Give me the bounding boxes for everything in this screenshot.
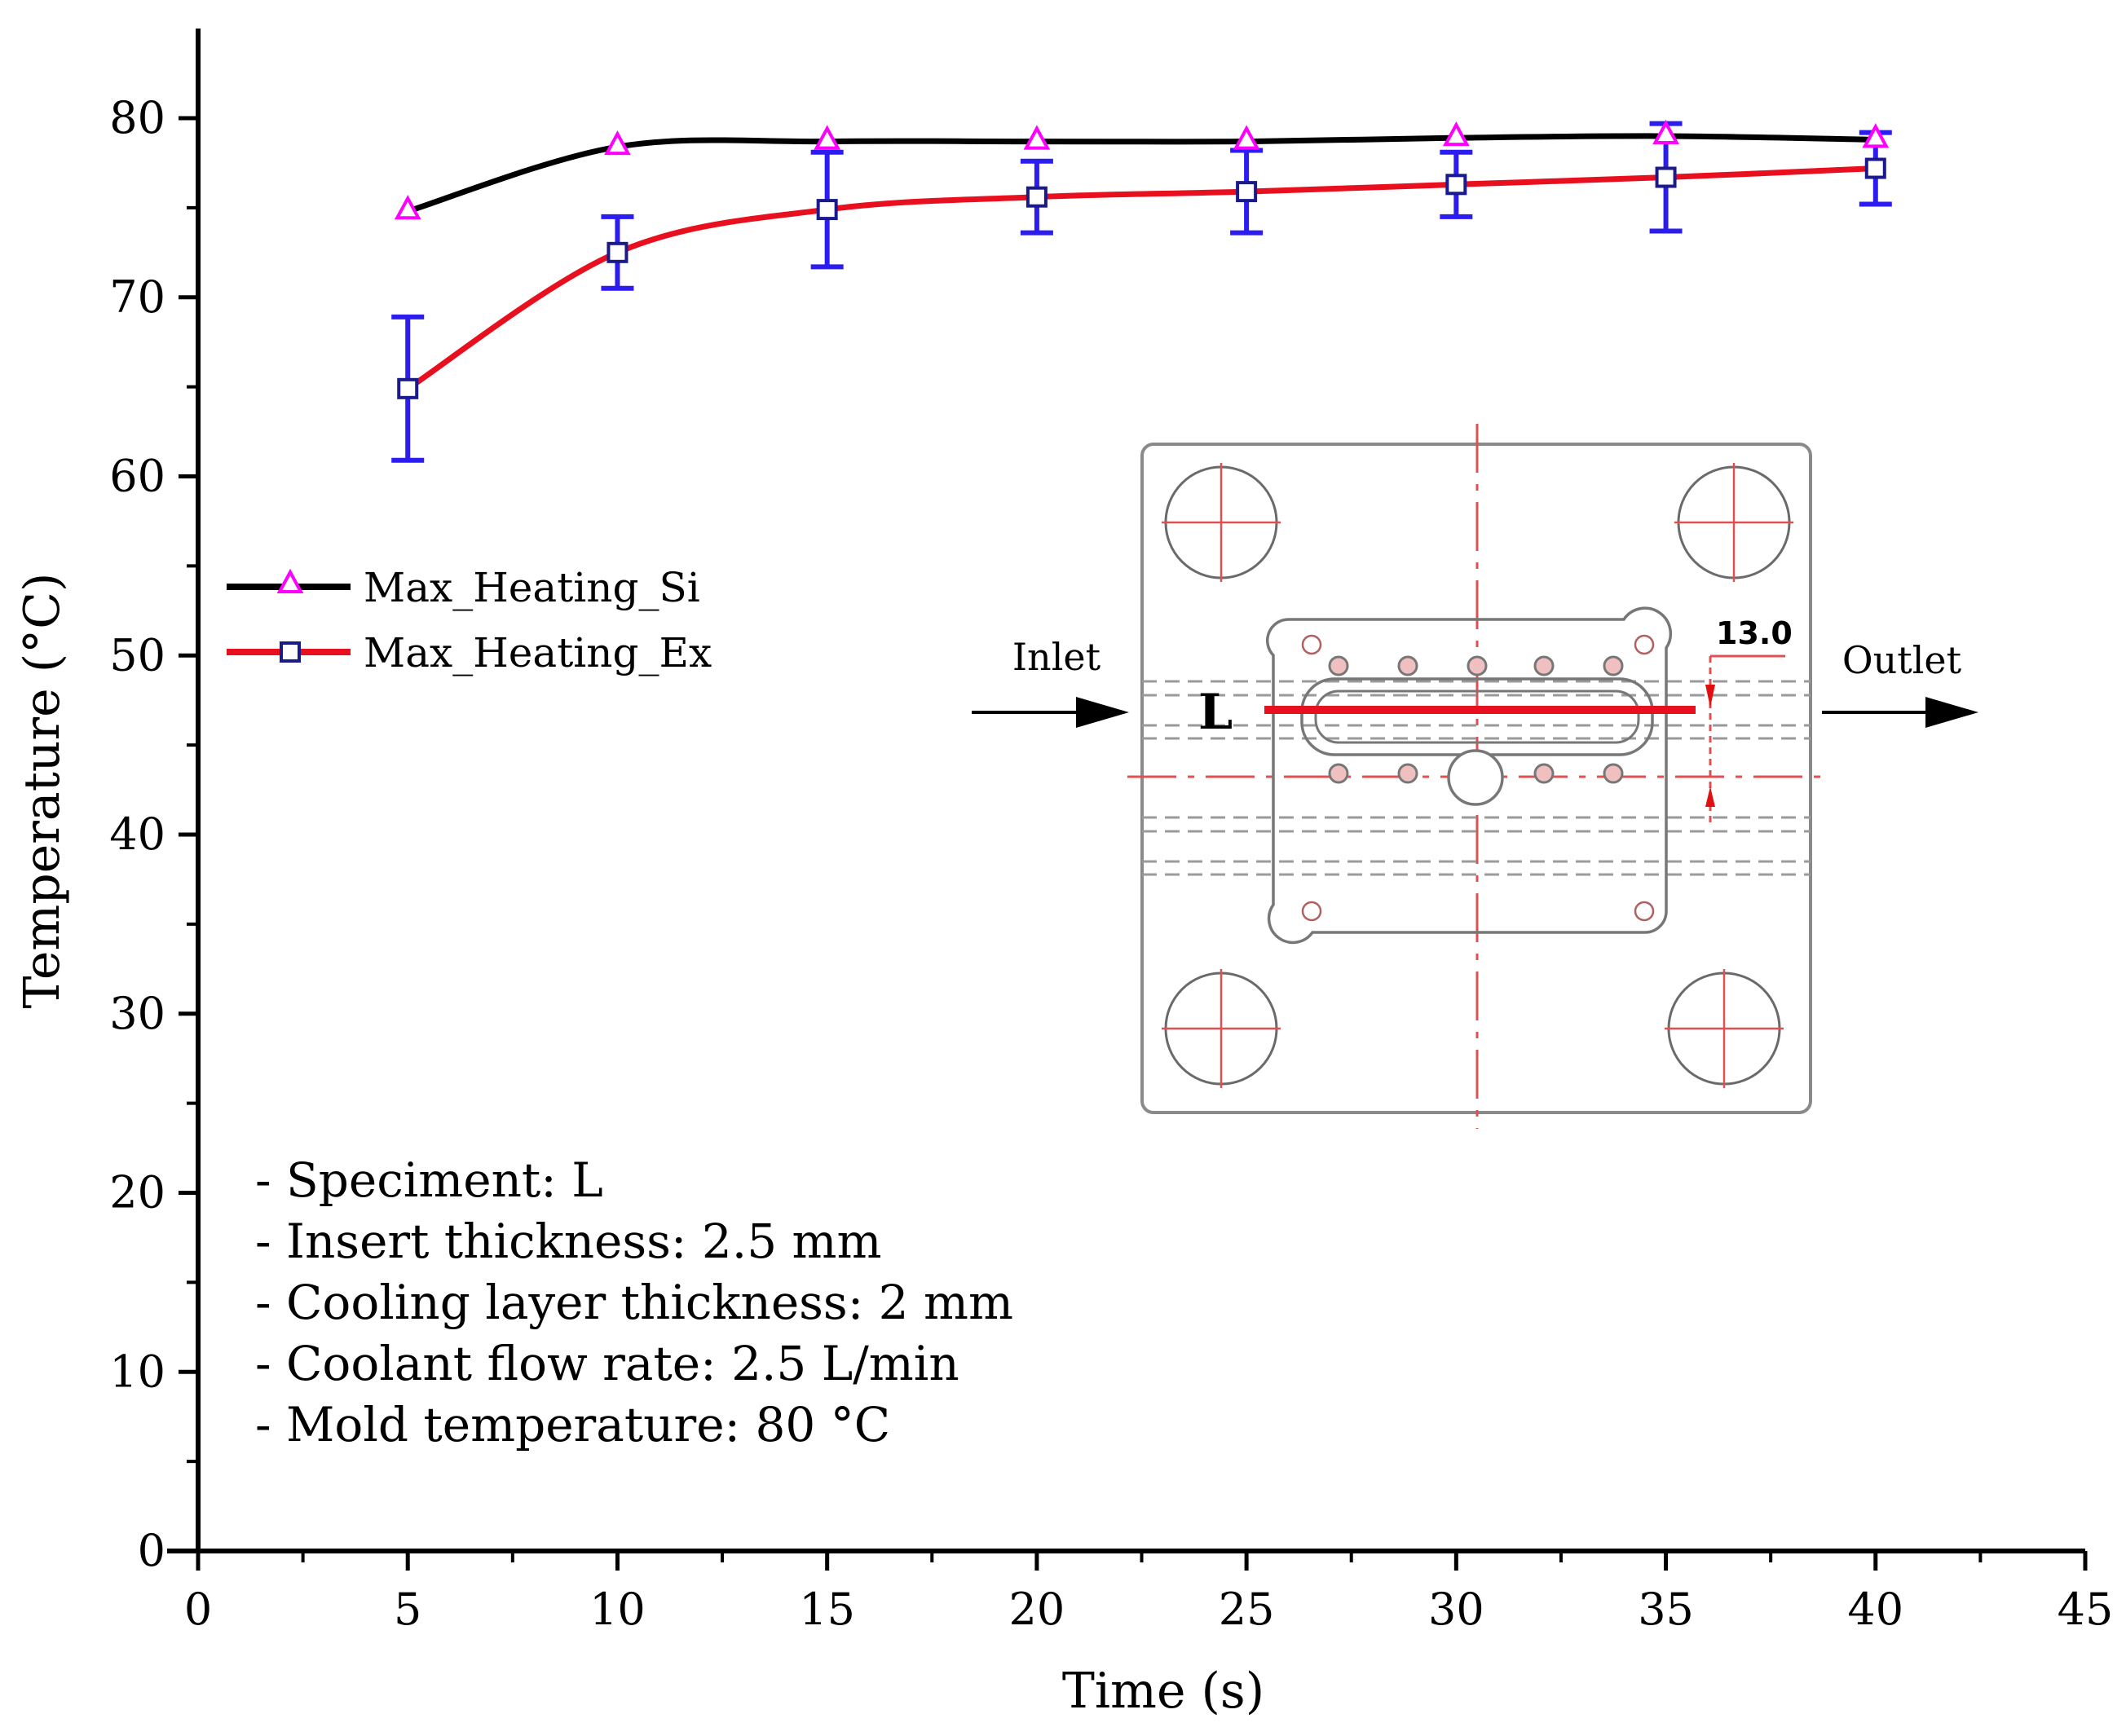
note-flow-rate: - Coolant flow rate: 2.5 L/min <box>255 1336 959 1391</box>
x-tick-label: 25 <box>1219 1584 1275 1635</box>
note-specimen: - Speciment: L <box>255 1152 603 1208</box>
data-point <box>1652 119 1679 144</box>
sprue <box>1447 749 1504 806</box>
data-point <box>816 199 838 221</box>
cooling-channels <box>1142 680 1811 876</box>
x-tick-label: 40 <box>1847 1584 1903 1635</box>
mold-diagram: L 13.0 Inlet Outlet <box>972 424 1978 1129</box>
series-Max_Heating_Ex <box>391 121 1892 463</box>
data-point <box>1862 123 1890 148</box>
data-point <box>1236 181 1258 203</box>
y-tick-label: 10 <box>109 1346 165 1397</box>
x-tick-label: 35 <box>1638 1584 1694 1635</box>
data-point <box>397 377 419 399</box>
y-tick-label: 30 <box>109 988 165 1039</box>
legend-item-ex: Max_Heating_Ex <box>227 629 712 676</box>
legend-item-si: Max_Heating_Si <box>227 564 700 611</box>
data-point <box>1026 186 1048 208</box>
y-axis-title: Temperature (°C) <box>14 573 71 1009</box>
x-tick-label: 10 <box>589 1584 646 1635</box>
axes <box>167 29 2085 1553</box>
dimension-marker <box>1705 654 1785 823</box>
x-ticks: 0 5 10 15 20 25 30 35 40 45 <box>184 1551 2114 1635</box>
note-insert-thickness: - Insert thickness: 2.5 mm <box>255 1214 882 1269</box>
inlet-arrow-head <box>1076 697 1129 728</box>
data-point <box>814 125 841 150</box>
y-tick-label: 60 <box>109 451 165 502</box>
outlet-arrow-head <box>1925 697 1978 728</box>
data-point <box>394 195 421 220</box>
y-tick-label: 80 <box>109 92 165 143</box>
data-point <box>604 130 631 156</box>
data-point <box>1023 125 1051 150</box>
data-point <box>1445 174 1467 196</box>
series-Max_Heating_Si <box>394 119 1890 220</box>
x-tick-label: 45 <box>2058 1584 2114 1635</box>
dimension-label: 13.0 <box>1716 615 1793 651</box>
note-cooling-layer: - Cooling layer thickness: 2 mm <box>255 1275 1013 1330</box>
legend: Max_Heating_Si Max_Heating_Ex <box>227 564 712 676</box>
legend-label-si: Max_Heating_Si <box>364 564 700 611</box>
series-line <box>407 133 1876 214</box>
y-tick-label: 40 <box>109 809 165 860</box>
x-tick-label: 15 <box>799 1584 855 1635</box>
insert-outline <box>1266 606 1673 945</box>
legend-label-ex: Max_Heating_Ex <box>364 629 712 676</box>
data-point <box>1442 121 1470 147</box>
outlet-label: Outlet <box>1842 638 1962 682</box>
series-layer <box>391 119 1892 463</box>
y-tick-label: 50 <box>109 629 165 681</box>
x-tick-label: 20 <box>1009 1584 1065 1635</box>
specimen-label: L <box>1198 684 1233 741</box>
data-point <box>1655 166 1677 188</box>
inlet-label: Inlet <box>1012 635 1101 679</box>
notes-block: - Speciment: L - Insert thickness: 2.5 m… <box>255 1152 1013 1452</box>
series-line <box>406 165 1876 391</box>
corner-holes <box>1162 463 1793 1088</box>
x-axis-title: Time (s) <box>1062 1663 1264 1720</box>
y-tick-label: 0 <box>138 1525 165 1576</box>
cavity-inner <box>1314 690 1640 744</box>
x-tick-label: 30 <box>1428 1584 1484 1635</box>
screw-holes <box>1301 634 1655 922</box>
y-tick-label: 70 <box>109 271 165 323</box>
y-tick-label: 20 <box>109 1167 165 1218</box>
data-point <box>1864 157 1886 179</box>
note-mold-temp: - Mold temperature: 80 °C <box>255 1397 890 1452</box>
ejector-pins <box>1328 655 1624 784</box>
x-tick-label: 5 <box>394 1584 421 1635</box>
data-point <box>1233 125 1260 150</box>
x-tick-label: 0 <box>184 1584 212 1635</box>
y-ticks: 0 10 20 30 40 50 60 70 80 <box>109 92 198 1576</box>
data-point <box>606 241 629 263</box>
